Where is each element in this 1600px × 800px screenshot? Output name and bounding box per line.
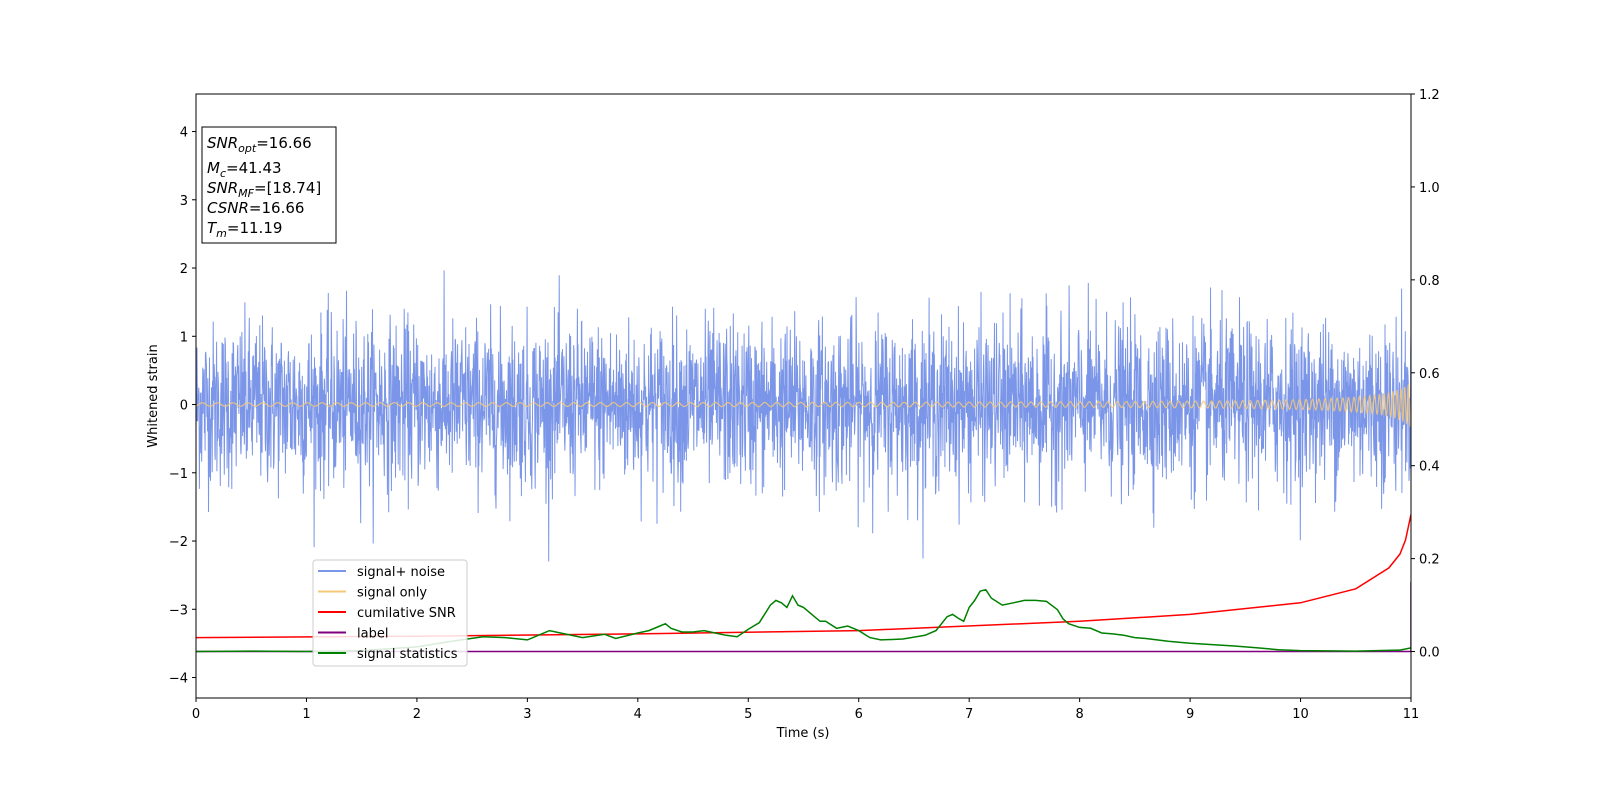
y-tick-label: 4 [180,126,188,141]
info-snr-opt: SNRopt=16.66 [207,134,312,155]
info-csnr: CSNR=16.66 [207,199,304,217]
signal-statistics-line [196,588,1411,653]
y-axis-label: Whitened strain [146,344,161,447]
y-tick-label: 3 [180,194,188,209]
y-tick-label: 1 [180,330,188,345]
x-axis: 0 1 2 3 4 5 6 7 8 9 10 11 [192,698,1419,722]
legend-label: signal statistics [357,647,458,662]
info-tm: Tm=11.19 [207,219,282,240]
info-snr-mf: SNRMF=[18.74] [207,179,321,200]
plot-area [196,270,1411,653]
x-tick-label: 3 [523,707,531,722]
x-tick-label: 1 [302,707,310,722]
legend-label: cumilative SNR [357,606,456,621]
y-axis: 4 3 2 1 0 −1 −2 −3 −4 [169,126,196,687]
y-tick-label: −3 [169,603,188,618]
y-tick-label: −4 [169,672,188,687]
y2-tick-label: 1.2 [1419,88,1440,103]
legend-label: label [357,627,388,642]
legend: signal+ noise signal only cumilative SNR la… [312,559,468,667]
y2-tick-label: 0.6 [1419,367,1440,382]
x-tick-label: 2 [413,707,421,722]
y-tick-label: −1 [169,467,188,482]
y-tick-label: −2 [169,535,188,550]
info-mc: Mc=41.43 [207,159,282,180]
x-tick-label: 7 [965,707,973,722]
legend-label: signal+ noise [357,565,445,580]
info-box: SNRopt=16.66 Mc=41.43 SNRMF=[18.74] CSNR… [201,126,337,244]
x-tick-label: 11 [1403,707,1420,722]
y-tick-label: 0 [180,399,188,414]
legend-label: signal only [357,586,427,601]
y2-tick-label: 0.0 [1419,646,1440,661]
x-tick-label: 5 [744,707,752,722]
x-tick-label: 6 [855,707,863,722]
x-tick-label: 8 [1075,707,1083,722]
x-tick-label: 9 [1186,707,1194,722]
y2-axis: 1.2 1.0 0.8 0.6 0.4 0.2 0.0 [1411,88,1440,661]
plot-frame [195,93,1412,699]
x-tick-label: 0 [192,707,200,722]
x-tick-label: 10 [1292,707,1309,722]
y-tick-label: 2 [180,262,188,277]
y2-tick-label: 1.0 [1419,181,1440,196]
x-tick-label: 4 [634,707,642,722]
y2-tick-label: 0.8 [1419,274,1440,289]
label-line [196,581,1411,653]
signal-noise-line [196,270,1411,562]
signal-only-line [196,384,1411,427]
y2-tick-label: 0.2 [1419,553,1440,568]
y2-tick-label: 0.4 [1419,460,1440,475]
x-axis-label: Time (s) [776,726,830,741]
